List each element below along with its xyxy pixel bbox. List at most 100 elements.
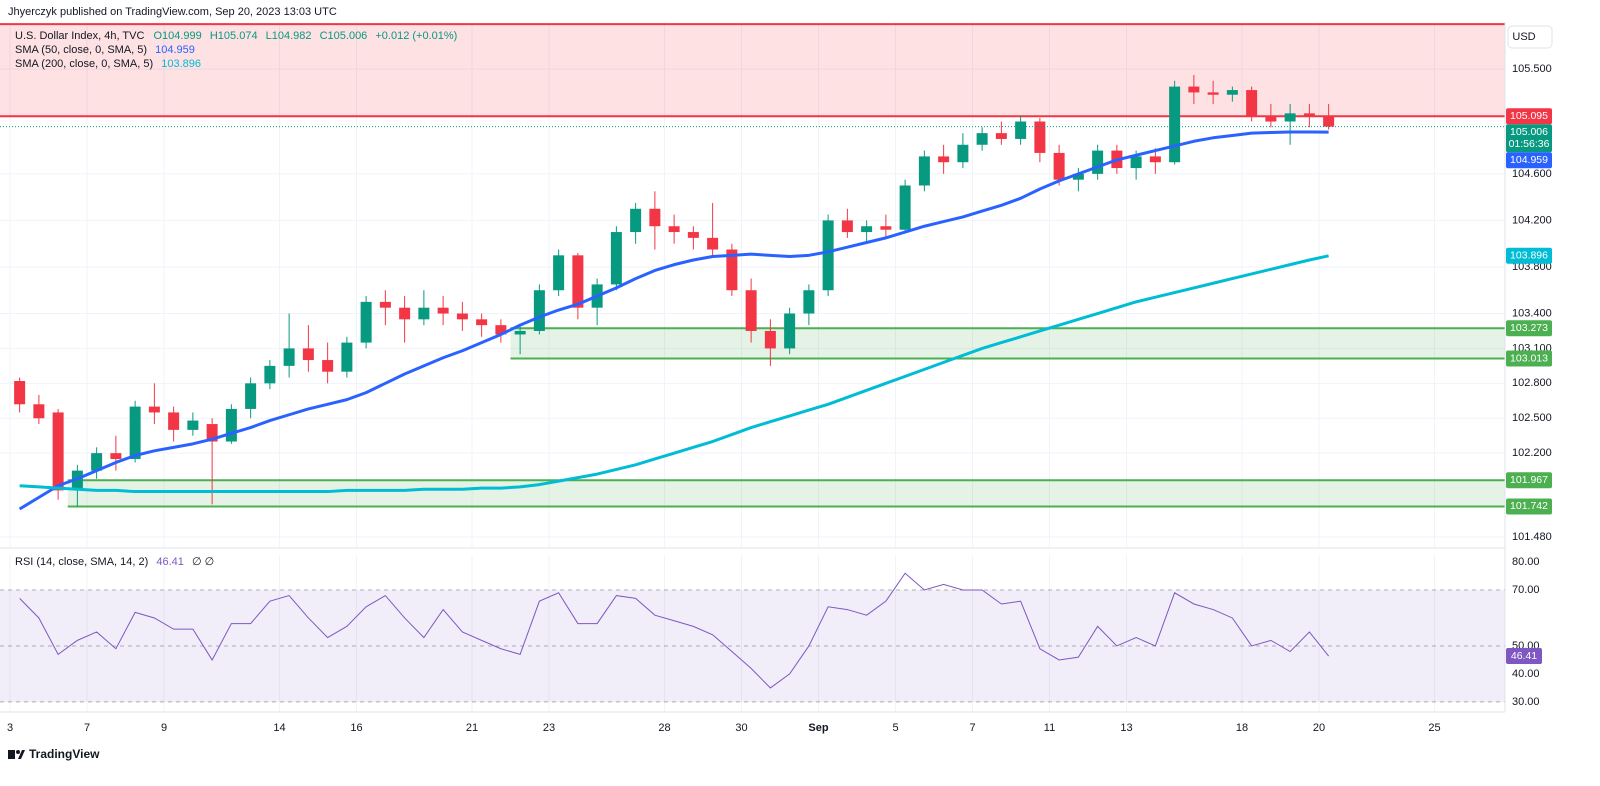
sma-line [19, 254, 1329, 494]
zone [67, 480, 1505, 507]
ohlc: O104.999 [153, 30, 201, 42]
sma-legend: SMA (200, close, 0, SMA, 5) 103.896 [15, 58, 201, 70]
ohlc: C105.006 [320, 30, 368, 42]
y-tick-label: 40.00 [1512, 668, 1540, 680]
price-label: 103.273 [1510, 322, 1548, 334]
candle-body [572, 255, 584, 308]
sma-line [18, 130, 1329, 511]
brand-logo [8, 750, 25, 759]
y-tick-label: 102.200 [1512, 447, 1552, 459]
price-label: 105.095 [1510, 110, 1548, 122]
brand: TradingView [29, 747, 100, 761]
y-tick-label: 105.500 [1512, 63, 1552, 75]
x-tick-label: Sep [808, 722, 828, 734]
candle-body [726, 249, 738, 291]
candle-body [687, 232, 699, 238]
candle-body [514, 330, 526, 335]
candle-body [1053, 152, 1065, 180]
candle-body [707, 237, 719, 250]
legend-name: SMA (200, close, 0, SMA, 5) [15, 58, 153, 70]
candle-body [71, 470, 83, 491]
candle-body [168, 412, 180, 430]
y-tick-label: 102.800 [1512, 377, 1552, 389]
x-tick-label: 3 [7, 722, 13, 734]
logo-part [8, 750, 15, 759]
price-label-box [1506, 472, 1552, 489]
y-tick-label: 80.00 [1512, 556, 1540, 568]
candle-body [52, 412, 64, 491]
price-label: 105.006 [1510, 126, 1548, 138]
marks-layer [0, 23, 1505, 689]
currency-button[interactable] [1507, 25, 1553, 49]
legend-value: 103.896 [161, 58, 201, 70]
ohlc: L104.982 [266, 30, 312, 42]
y-tick-label: 104.200 [1512, 214, 1552, 226]
candle-body [341, 342, 353, 372]
candle-body [668, 226, 680, 233]
candle-body [245, 383, 257, 409]
price-label-box [1506, 108, 1552, 125]
candle-body [91, 453, 103, 471]
candle-body [1169, 86, 1181, 163]
candle-body [437, 307, 449, 314]
candle-body [745, 290, 757, 331]
x-tick-label: 21 [466, 722, 478, 734]
sma-legend: SMA (50, close, 0, SMA, 5) 104.959 [15, 44, 195, 56]
candle-body [630, 208, 642, 233]
y-tick-label: 103.800 [1512, 261, 1552, 273]
currency[interactable]: USD [1512, 31, 1535, 43]
symbol-legend: U.S. Dollar Index, 4h, TVC O104.999 H105… [15, 30, 457, 42]
y-tick-label: 104.600 [1512, 168, 1552, 180]
candle-body [803, 290, 815, 314]
price-label: 101.742 [1510, 500, 1548, 512]
candle-body [379, 301, 391, 308]
x-tick-label: 5 [892, 722, 898, 734]
countdown: 01:56:36 [1509, 138, 1550, 150]
y-tick-label: 70.00 [1512, 584, 1540, 596]
x-tick-label: 28 [658, 722, 670, 734]
candle-body [784, 313, 796, 349]
rsi-label-box [1506, 648, 1542, 665]
price-label-box [1506, 320, 1552, 337]
candle-body [1034, 121, 1046, 153]
candle-body [418, 307, 430, 320]
candle-body [283, 348, 295, 366]
candle-body [129, 406, 141, 459]
candle-body [1149, 156, 1161, 163]
y-tick-label: 102.500 [1512, 412, 1552, 424]
price-label: 101.967 [1510, 474, 1548, 486]
candle-body [33, 404, 45, 419]
candle-body [206, 424, 218, 442]
background-layer [0, 22, 1505, 712]
legend-extra: ∅ ∅ [192, 556, 214, 568]
x-tick-label: 11 [1044, 722, 1055, 734]
candle-body [880, 226, 892, 230]
candle-body [399, 307, 411, 320]
candle-body [360, 301, 372, 343]
candle-body [1188, 86, 1200, 93]
candle-body [1072, 173, 1084, 180]
price-label: 103.896 [1510, 250, 1548, 262]
x-tick-label: 23 [543, 722, 555, 734]
logo-part [16, 750, 20, 754]
candle-body [302, 348, 314, 361]
candle-body [1207, 92, 1219, 95]
header: Jhyerczyk published on TradingView.com, … [8, 6, 337, 18]
candle-body [649, 208, 661, 227]
candle-body [1323, 115, 1335, 127]
price-label-box [1506, 124, 1552, 153]
y-tick-label: 101.480 [1512, 531, 1552, 543]
candle-body [1130, 156, 1142, 169]
x-tick-label: 7 [84, 722, 90, 734]
candle-body [1303, 113, 1315, 116]
candle-body [918, 156, 930, 186]
x-tick-label: 30 [735, 722, 747, 734]
price-label-box [1506, 247, 1552, 264]
ohlc: H105.074 [210, 30, 258, 42]
candle-body [476, 319, 488, 326]
y-tick-label: 30.00 [1512, 696, 1540, 708]
legend-value: 104.959 [155, 44, 195, 56]
x-tick-label: 25 [1428, 722, 1440, 734]
